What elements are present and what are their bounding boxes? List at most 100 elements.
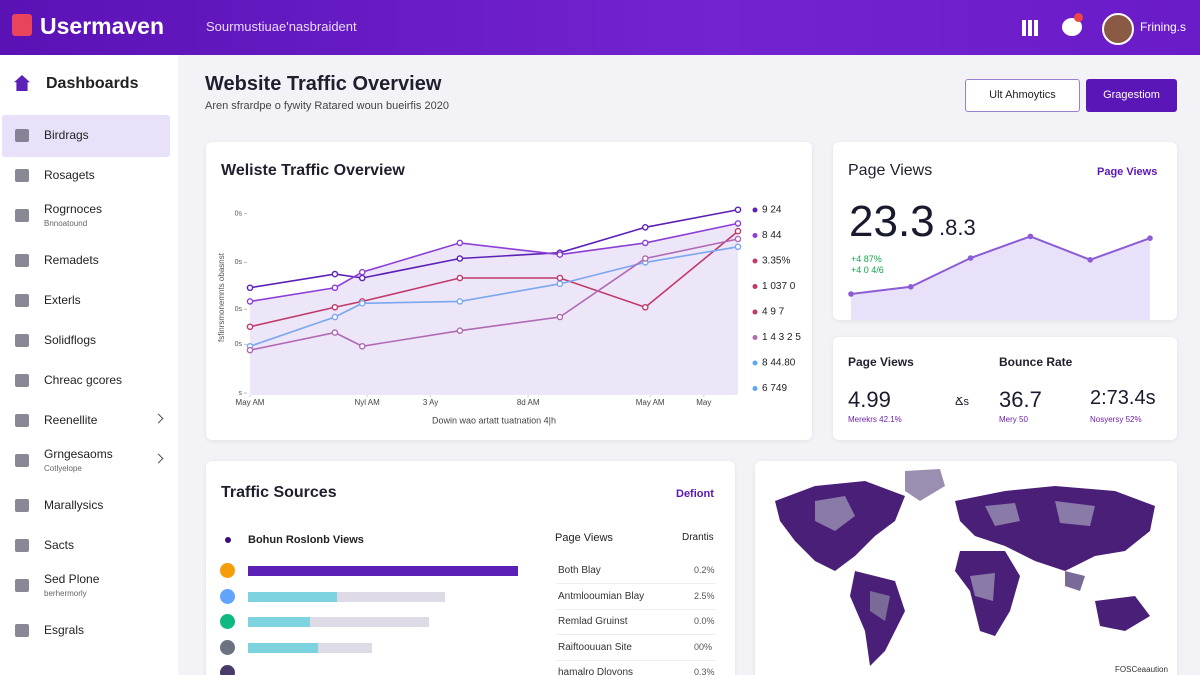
notifications[interactable] [1062,18,1082,36]
end-label: 8 44 [762,230,782,241]
metric-note: Merekrs 42.1% [848,415,902,424]
column-header: Bohun Roslonb Views [248,534,364,546]
sidebar-heading[interactable]: Dashboards [46,75,139,92]
brand[interactable]: Usermaven [40,13,165,39]
nav-item[interactable]: Sacts [44,538,75,552]
nav-item[interactable]: Remadets [44,253,99,267]
bar-segment [310,617,429,627]
nav-item[interactable]: Marallysics [44,498,104,512]
user-name[interactable]: Frining.s [1140,20,1187,34]
bar-segment [248,642,319,653]
nav-item[interactable]: Exterls [44,293,81,307]
nav-icon [15,454,29,467]
nav-item[interactable]: Grngesaoms [44,447,113,461]
analytics-button[interactable]: Ult Ahmoytics [965,79,1080,112]
nav-icon [15,414,29,427]
world-map [775,469,1155,666]
x-tick-label: May AM [636,398,665,407]
bar-segment [248,566,518,576]
point [358,274,366,282]
nav-item[interactable]: Sed Plone [44,572,100,586]
x-tick-label: 8d AM [517,398,540,407]
point [967,255,974,261]
bar-segment [248,591,338,602]
point [641,255,649,262]
source-icon [220,639,235,655]
badge [1074,13,1083,22]
legend-dot [752,233,758,238]
nav-icon [15,334,29,347]
source-pct: 0.0% [694,616,715,626]
nav-subtitle: Cotlyelope [44,464,82,473]
row-divider [556,583,716,584]
legend-dot [752,309,758,315]
change: +4 87% [851,254,882,264]
point [456,255,464,262]
bar-segment [248,617,311,627]
region [815,496,855,531]
home-icon [14,75,30,91]
nav-subtitle: Bnnoatound [44,219,88,228]
metrics-card: Page Views Bounce Rate 4.99 Ճs 36.7 2:73.4s Me… [833,337,1177,440]
nav-item[interactable]: Chreac gcores [44,373,123,387]
sidebar: Dashboards Birdrags Rosagets Rogrnoces Bnno… [0,55,178,675]
apps-icon[interactable] [1022,20,1038,36]
legend-dot [752,335,758,340]
region [1095,596,1150,631]
card-link[interactable]: Defiont [676,488,714,500]
point [734,243,742,251]
x-tick-label: May [696,398,711,407]
nav-item[interactable]: Rogrnoces [44,202,103,216]
point [556,280,564,288]
point [456,274,464,282]
chevron[interactable] [153,413,164,424]
legend-dot [752,284,758,289]
card-title: Traffic Sources [221,484,337,501]
card-link[interactable]: Page Views [1097,166,1158,178]
point [456,327,464,334]
avatar[interactable] [1102,13,1134,45]
point [734,235,742,243]
nav-subtitle: berhermorly [44,589,87,598]
page-subtitle: Aren sfrardpe o fywity Ratared woun buei… [205,100,449,112]
point [1027,233,1034,240]
top-bar: Usermaven Sourmustiuae'nasbraident Frini… [0,0,1200,55]
chevron[interactable] [153,453,164,464]
nav-item[interactable]: Birdrags [44,128,89,142]
source-name: Antmlooumian Blay [558,590,645,602]
big-suffix: .8.3 [939,215,976,240]
y-tick-label: 0s [235,210,243,217]
row-divider [556,659,716,661]
point [556,313,564,321]
point [331,313,339,321]
source-name: hamalro Dlovons [558,667,634,675]
point [641,224,649,231]
point [556,274,564,282]
primary-button[interactable]: Gragestiom [1086,79,1177,112]
point [358,300,366,307]
source-icon [220,614,235,629]
region [905,469,945,501]
nav-item[interactable]: Esgrals [44,623,85,637]
nav-icon [15,294,29,307]
y-tick-label: 0s [235,306,243,313]
point [734,206,742,214]
point [456,239,464,247]
nav-item[interactable]: Solidflogs [44,333,97,347]
bullet [225,537,231,543]
point [1087,257,1093,263]
y-tick-label: s [239,390,243,397]
source-name: Raiftoouuan Site [558,641,632,653]
card-title: Page Views [848,162,933,179]
search[interactable]: Sourmustiuae'nasbraident [206,19,357,34]
nav-item[interactable]: Rosagets [44,168,95,182]
change: +4 0 4/6 [851,265,884,275]
metric-note: Nosyersy 52% [1090,415,1142,424]
x-tick-label: Nyl AM [354,398,380,407]
metric-value: 2:73.4s [1090,387,1156,409]
nav-icon [15,129,29,142]
big-number: 23.3 [849,197,935,246]
nav-item[interactable]: Reenellite [44,413,98,427]
end-label: 3.35% [762,256,790,267]
source-pct: 00% [694,641,713,652]
